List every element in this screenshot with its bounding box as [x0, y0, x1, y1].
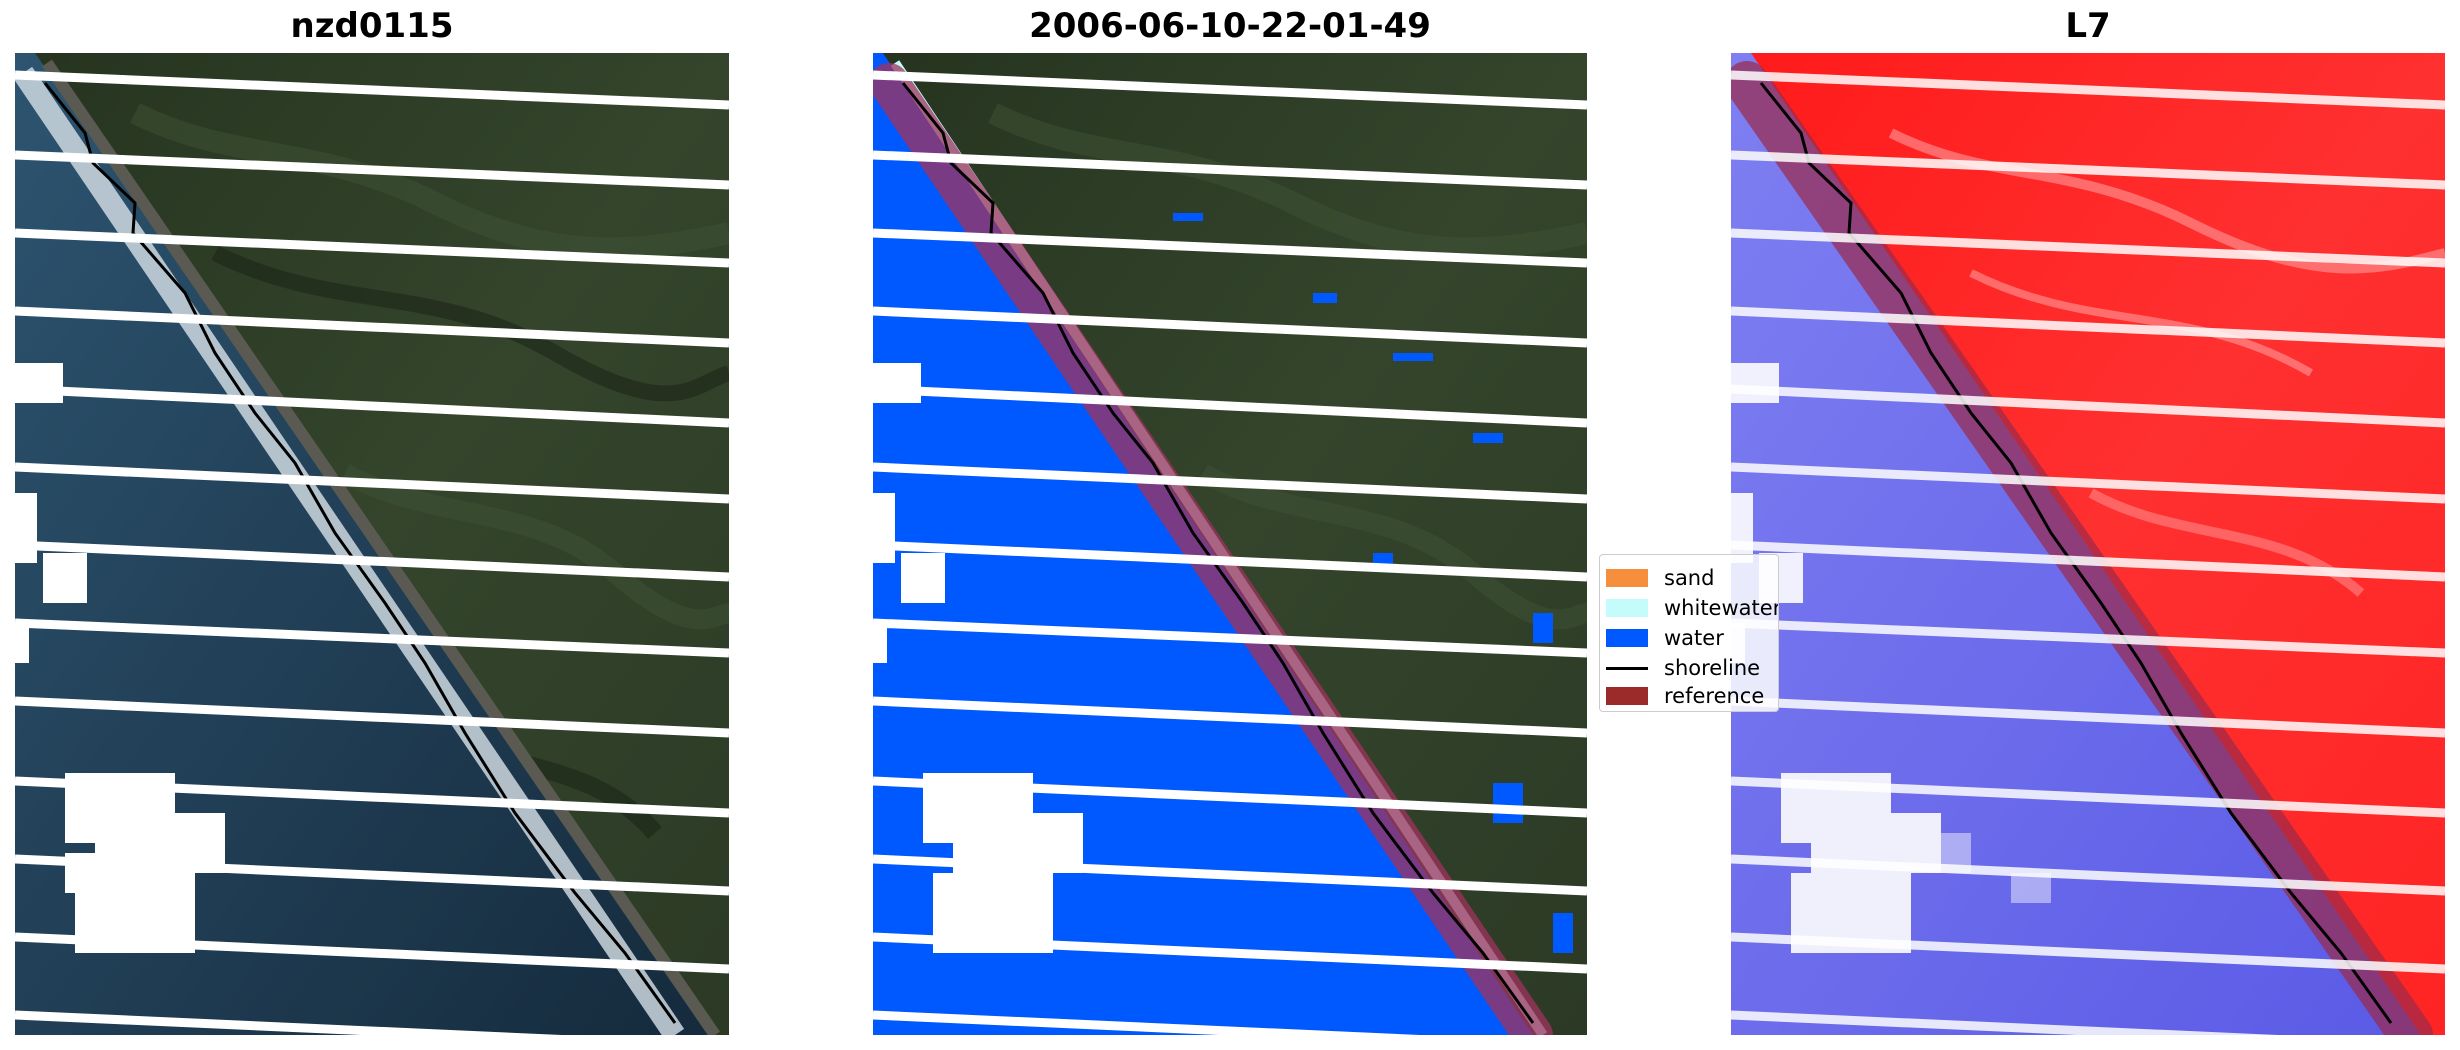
cloud-mask: [873, 363, 1083, 953]
legend-label: shoreline: [1664, 656, 1761, 680]
inland-water-patches: [1173, 213, 1573, 953]
legend-item-reference: reference: [1606, 681, 1764, 711]
legend-label: sand: [1664, 566, 1715, 590]
cloud-mask: [1731, 363, 2051, 953]
legend-swatch-whitewater: [1606, 599, 1648, 617]
legend-item-water: water: [1606, 623, 1724, 653]
legend-line-shoreline: [1606, 666, 1648, 670]
shoreline: [901, 82, 1535, 1024]
index-image-panel: [1731, 53, 2445, 1035]
legend-item-whitewater: whitewater: [1606, 593, 1779, 623]
rgb-image-panel: [15, 53, 729, 1035]
index-image: [1731, 53, 2445, 1035]
shoreline: [43, 82, 677, 1024]
legend-label: water: [1664, 626, 1724, 650]
rgb-image: [15, 53, 729, 1035]
panel-title-index: L7: [2065, 6, 2111, 46]
cloud-mask: [15, 363, 225, 953]
legend-item-shoreline: shoreline: [1606, 653, 1760, 683]
legend: sand whitewater water shoreline referenc…: [1599, 554, 1779, 712]
legend-item-sand: sand: [1606, 563, 1714, 593]
legend-label: whitewater: [1664, 596, 1779, 620]
classified-image-panel: [873, 53, 1587, 1035]
classified-image: [873, 53, 1587, 1035]
panel-title-classified: 2006-06-10-22-01-49: [1029, 6, 1431, 46]
beach-strip: [42, 59, 720, 1035]
legend-swatch-sand: [1606, 569, 1648, 587]
panel-title-rgb: nzd0115: [290, 6, 454, 46]
legend-label: reference: [1664, 684, 1765, 708]
legend-swatch-water: [1606, 629, 1648, 647]
legend-swatch-reference: [1606, 687, 1648, 705]
shoreline: [1759, 82, 2393, 1024]
